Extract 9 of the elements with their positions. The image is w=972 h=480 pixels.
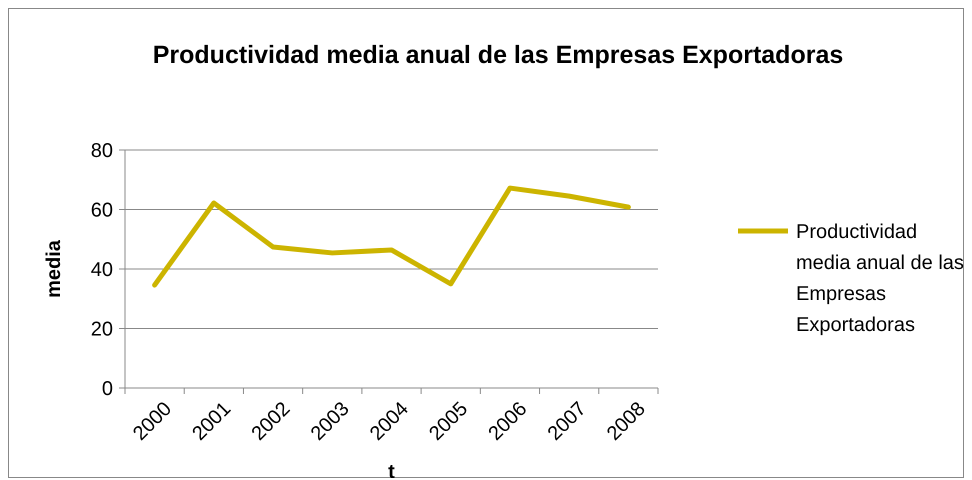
y-axis-title: media [43,239,65,298]
legend-label: Productividad media anual de las Empresas Exportadoras [796,221,964,336]
y-tick-label: 40 [90,259,113,281]
y-tick-label: 80 [90,140,113,162]
y-tick-label: 0 [102,378,113,400]
x-axis-title: t [388,461,396,480]
y-tick-label: 20 [90,318,113,340]
y-tick-label: 60 [90,200,113,222]
chart-title: Productividad media anual de las Empresas Exportadoras [152,41,844,69]
